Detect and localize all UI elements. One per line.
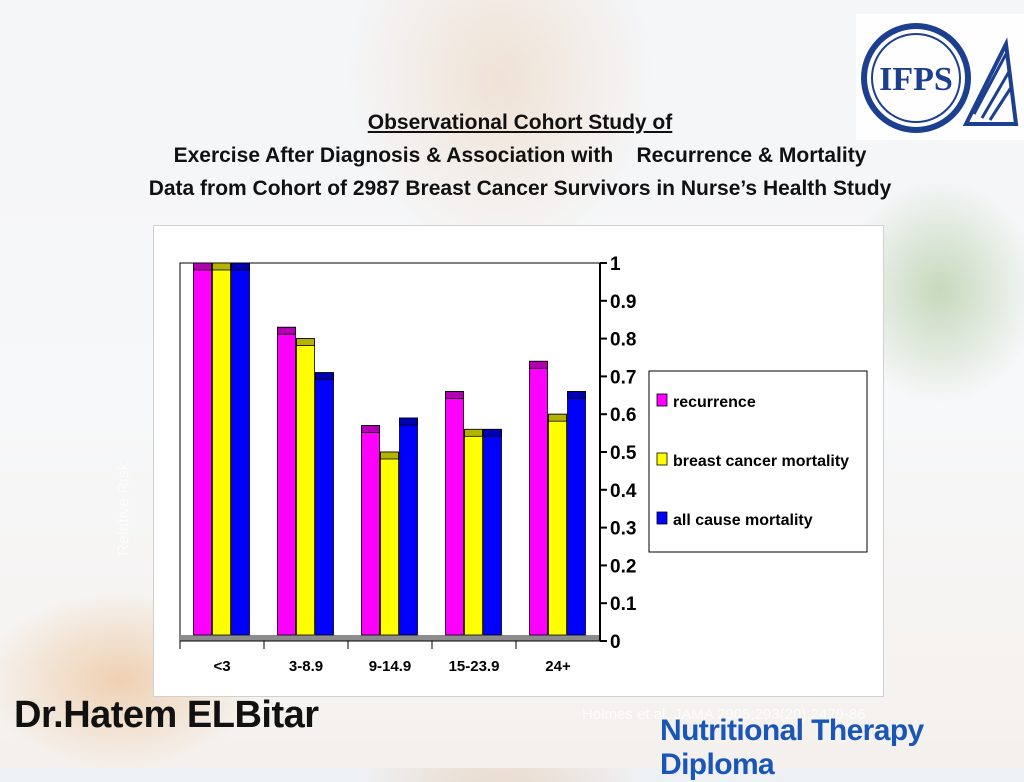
bar-cap <box>380 451 399 460</box>
y-tick-label: 1 <box>610 254 621 275</box>
bar-cap <box>567 391 586 399</box>
footer-program: Nutritional Therapy Diploma <box>660 714 924 781</box>
y-tick-label: 0.4 <box>610 481 637 502</box>
citation: Holmes et al. JAMA 2005;293(20):2479-86 <box>582 706 866 723</box>
x-tick-label: 3-8.9 <box>289 658 323 675</box>
bar <box>212 262 231 636</box>
x-tick-label: 24+ <box>545 658 571 675</box>
bar-cap <box>296 338 315 347</box>
bar <box>315 372 334 636</box>
bar <box>548 413 567 636</box>
bar <box>277 326 296 636</box>
y-tick-label: 0.5 <box>610 443 637 464</box>
logo-text: IFPS <box>879 61 953 98</box>
bar-cap <box>399 417 418 426</box>
y-tick-label: 0.2 <box>610 556 636 577</box>
plot-floor <box>180 635 600 641</box>
bar <box>361 425 380 636</box>
legend-label: breast cancer mortality <box>673 453 849 470</box>
bar-cap <box>212 262 231 271</box>
legend-swatch <box>656 511 668 525</box>
ifps-logo: IFPS <box>856 14 1024 140</box>
bar <box>445 391 464 636</box>
bar-cap <box>277 326 296 335</box>
legend-swatch <box>656 452 668 466</box>
x-tick-label: <3 <box>213 658 230 675</box>
bar-cap <box>445 391 464 399</box>
legend-label: all cause mortality <box>673 512 813 529</box>
bar-cap <box>315 372 334 381</box>
bar-cap <box>361 425 380 433</box>
bar-cap <box>231 262 250 271</box>
footer-author: Dr.Hatem ELBitar <box>14 694 319 736</box>
slide-title-line-2: Exercise After Diagnosis & Association w… <box>173 144 867 167</box>
y-tick-label: 0.1 <box>610 594 637 615</box>
y-tick-label: 0.6 <box>610 405 636 426</box>
bar <box>529 360 548 636</box>
y-tick-label: 0.8 <box>610 330 636 351</box>
bar-cap <box>548 413 567 422</box>
legend-label: recurrence <box>673 394 756 411</box>
y-axis-label: Relative Risk <box>115 462 133 556</box>
y-tick-label: 0.3 <box>610 519 636 540</box>
x-tick-label: 9-14.9 <box>369 658 412 675</box>
bar <box>464 428 483 636</box>
bar-cap <box>529 360 548 369</box>
bar-cap <box>483 428 502 437</box>
legend-box <box>648 370 868 553</box>
y-tick-label: 0.9 <box>610 292 636 313</box>
bar <box>231 262 250 636</box>
slide-title-line-1: Observational Cohort Study of <box>367 111 673 134</box>
y-tick-label: 0.7 <box>610 367 636 388</box>
bar-cap <box>464 428 483 437</box>
legend-swatch <box>656 393 668 407</box>
bar-cap <box>193 262 212 271</box>
bar <box>380 451 399 636</box>
bar <box>567 391 586 636</box>
bar <box>483 428 502 636</box>
bar <box>296 338 315 636</box>
slide-title-line-3: Data from Cohort of 2987 Breast Cancer S… <box>148 177 892 200</box>
bar <box>399 417 418 636</box>
bar <box>193 262 212 636</box>
x-tick-label: 15-23.9 <box>449 658 500 675</box>
y-tick-label: 0 <box>610 632 621 653</box>
